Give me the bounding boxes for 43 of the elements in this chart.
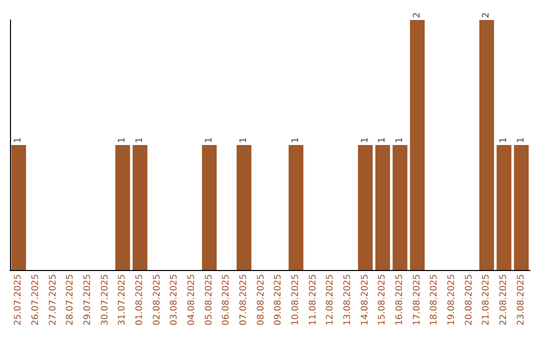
x-tick-label: 25.07.2025 [14, 274, 24, 326]
x-tick-label: 08.08.2025 [256, 274, 266, 326]
x-tick-label: 28.07.2025 [66, 274, 76, 326]
x-tick-label: 02.08.2025 [152, 274, 162, 326]
x-tick-label: 19.08.2025 [447, 274, 457, 326]
x-tick-label: 07.08.2025 [239, 274, 249, 326]
data-label: 1 [516, 137, 526, 143]
x-tick-label: 31.07.2025 [118, 274, 128, 326]
data-label: 2 [482, 12, 492, 18]
x-tick-label: 12.08.2025 [326, 274, 336, 326]
data-label: 1 [378, 137, 388, 143]
x-tick-label: 21.08.2025 [482, 274, 492, 326]
x-tick-label: 14.08.2025 [360, 274, 370, 326]
data-label: 1 [499, 137, 509, 143]
x-tick-label: 22.08.2025 [499, 274, 509, 326]
data-label: 1 [14, 137, 24, 143]
x-tick-label: 06.08.2025 [222, 274, 232, 326]
x-tick-label: 13.08.2025 [343, 274, 353, 326]
data-label: 1 [360, 137, 370, 143]
x-tick-label: 17.08.2025 [412, 274, 422, 326]
x-tick-label: 09.08.2025 [274, 274, 284, 326]
x-tick-label: 29.07.2025 [83, 274, 93, 326]
x-tick-label: 18.08.2025 [430, 274, 440, 326]
x-tick-label: 15.08.2025 [378, 274, 388, 326]
x-tick-label: 23.08.2025 [516, 274, 526, 326]
data-label: 2 [412, 12, 422, 18]
data-label: 1 [239, 137, 249, 143]
data-label: 1 [291, 137, 301, 143]
data-label: 1 [118, 137, 128, 143]
x-tick-label: 27.07.2025 [48, 274, 58, 326]
x-tick-label: 16.08.2025 [395, 274, 405, 326]
x-tick-label: 30.07.2025 [100, 274, 110, 326]
data-label: 1 [204, 137, 214, 143]
data-label: 1 [135, 137, 145, 143]
x-tick-label: 10.08.2025 [291, 274, 301, 326]
data-label: 1 [395, 137, 405, 143]
x-tick-label: 11.08.2025 [308, 274, 318, 326]
x-tick-label: 05.08.2025 [204, 274, 214, 326]
x-tick-label: 20.08.2025 [464, 274, 474, 326]
x-tick-label: 26.07.2025 [31, 274, 41, 326]
x-tick-label: 01.08.2025 [135, 274, 145, 326]
x-tick-label: 04.08.2025 [187, 274, 197, 326]
x-tick-label: 03.08.2025 [170, 274, 180, 326]
